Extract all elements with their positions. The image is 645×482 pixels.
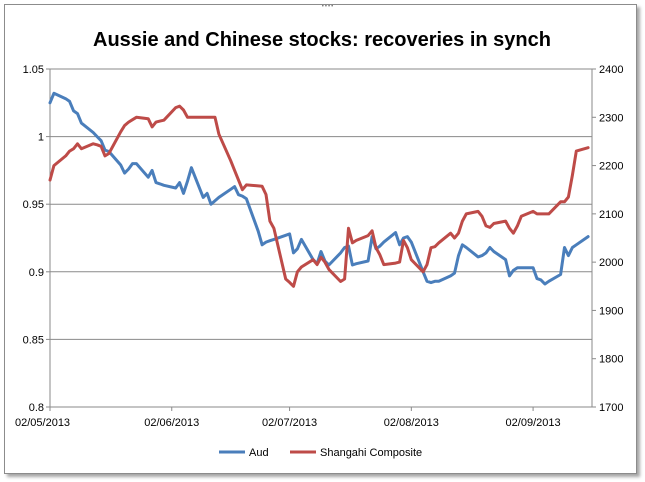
- x-tick-label: 02/05/2013: [15, 417, 70, 429]
- x-tick-label: 02/09/2013: [506, 417, 561, 429]
- y-left-tick-label: 1.05: [23, 64, 44, 76]
- series-line-shanghai: [48, 104, 590, 288]
- y-right-tick-label: 2100: [599, 209, 623, 221]
- y-right-tick-label: 1800: [599, 354, 623, 366]
- legend: Aud Shangahi Composite: [219, 447, 422, 459]
- x-tick-label: 02/07/2013: [262, 417, 317, 429]
- series-line-aud: [48, 91, 590, 286]
- y-left-tick-label: 0.8: [29, 402, 44, 414]
- y-right-tick-label: 2200: [599, 161, 623, 173]
- y-right-tick-label: 2300: [599, 112, 623, 124]
- chart-canvas: Aussie and Chinese stocks: recoveries in…: [15, 29, 623, 459]
- legend-label-aud: Aud: [249, 447, 269, 459]
- chart-title: Aussie and Chinese stocks: recoveries in…: [93, 29, 551, 51]
- y-left-tick-label: 0.95: [23, 199, 44, 211]
- legend-label-shanghai: Shangahi Composite: [320, 447, 422, 459]
- series-lines: [48, 91, 590, 288]
- x-tick-label: 02/08/2013: [384, 417, 439, 429]
- chart-frame: •••• Aussie and Chinese stocks: recoveri…: [4, 4, 637, 474]
- y-left-tick-label: 0.85: [23, 334, 44, 346]
- resize-grip-icon[interactable]: ••••: [321, 4, 335, 10]
- y-left-tick-label: 1: [38, 132, 44, 144]
- y-right-tick-label: 1700: [599, 402, 623, 414]
- axes: 0.8 0.85 0.9 0.95 1 1.05 1700 1800 1900 2000 2100 2…: [15, 64, 623, 429]
- y-left-tick-label: 0.9: [29, 267, 44, 279]
- y-right-tick-label: 1900: [599, 305, 623, 317]
- y-right-tick-label: 2000: [599, 257, 623, 269]
- y-right-tick-label: 2400: [599, 64, 623, 76]
- x-tick-label: 02/06/2013: [144, 417, 199, 429]
